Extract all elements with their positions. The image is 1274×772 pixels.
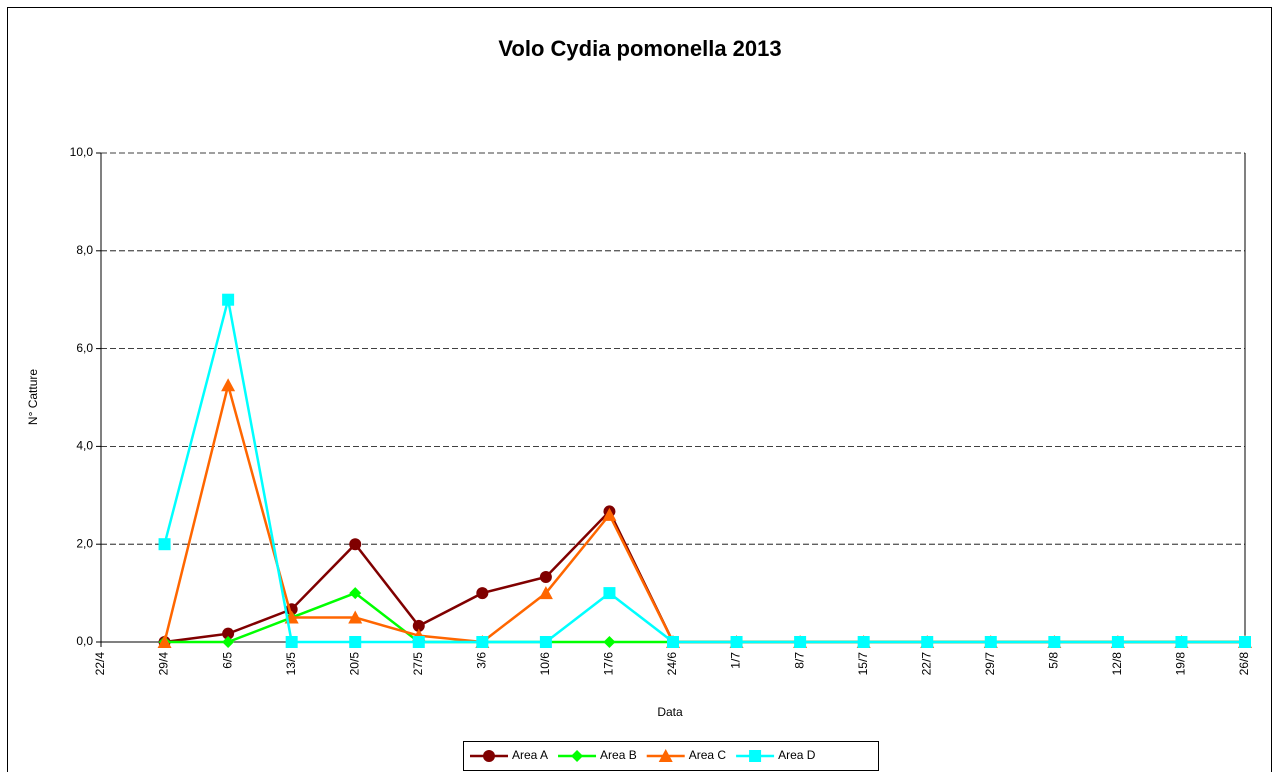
y-tick-label: 6,0: [76, 341, 93, 355]
data-point: [157, 635, 172, 648]
legend-label: Area C: [689, 748, 727, 762]
x-tick-label: 12/8: [1110, 652, 1124, 676]
legend-label: Area D: [778, 748, 816, 762]
data-point: [349, 587, 362, 600]
legend-label: Area A: [512, 748, 548, 762]
data-point: [794, 636, 807, 648]
data-point: [921, 636, 934, 648]
data-point: [222, 636, 235, 648]
data-point: [349, 636, 362, 648]
data-point: [285, 636, 298, 648]
y-tick-label: 8,0: [76, 243, 93, 257]
data-point: [476, 636, 489, 648]
data-point: [412, 636, 425, 648]
data-point: [222, 293, 235, 306]
data-point: [1175, 636, 1188, 648]
data-point: [348, 610, 363, 624]
x-tick-label: 22/4: [93, 652, 107, 676]
data-point: [603, 587, 616, 600]
series-line: [163, 299, 1245, 644]
x-tick-label: 22/7: [919, 652, 933, 676]
x-tick-label: 5/8: [1047, 652, 1061, 669]
chart-frame: [7, 7, 1272, 772]
data-point: [984, 636, 997, 648]
data-point: [538, 586, 553, 600]
x-tick-label: 26/8: [1237, 652, 1251, 676]
x-tick-label: 19/8: [1174, 652, 1188, 676]
legend-marker: [483, 750, 495, 762]
data-point: [539, 570, 552, 583]
data-point: [667, 636, 679, 648]
x-tick-label: 3/6: [475, 652, 489, 669]
data-point: [539, 636, 552, 648]
data-point: [602, 507, 617, 521]
data-point: [222, 627, 235, 640]
data-point: [730, 636, 743, 648]
x-tick-label: 17/6: [602, 652, 616, 676]
x-tick-label: 15/7: [856, 652, 870, 676]
x-tick-label: 1/7: [729, 652, 743, 669]
legend-marker: [658, 749, 673, 762]
x-tick-label: 29/7: [983, 652, 997, 676]
data-point: [476, 587, 489, 600]
data-point: [1239, 636, 1251, 648]
x-tick-label: 24/6: [665, 652, 679, 676]
x-tick-label: 8/7: [792, 652, 806, 669]
data-point: [1111, 636, 1124, 648]
y-tick-label: 0,0: [76, 634, 93, 648]
y-tick-label: 4,0: [76, 439, 93, 453]
data-point: [857, 636, 870, 648]
x-tick-label: 27/5: [411, 652, 425, 676]
y-axis-label: N° Catture: [26, 369, 40, 425]
data-point: [412, 619, 425, 632]
x-axis-label: Data: [657, 705, 683, 719]
x-tick-label: 29/4: [157, 652, 171, 676]
x-tick-label: 10/6: [538, 652, 552, 676]
data-point: [221, 378, 236, 392]
y-tick-label: 2,0: [76, 536, 93, 550]
chart-title: Volo Cydia pomonella 2013: [498, 36, 781, 61]
y-tick-label: 10,0: [70, 145, 94, 159]
legend-label: Area B: [600, 748, 637, 762]
legend: Area A Area B Area C Area D: [463, 741, 879, 771]
data-point: [603, 636, 616, 648]
data-point: [1048, 636, 1061, 648]
data-point: [158, 538, 171, 551]
x-tick-label: 20/5: [347, 652, 361, 676]
x-tick-label: 6/5: [220, 652, 234, 669]
x-tick-label: 13/5: [284, 652, 298, 676]
legend-marker: [571, 750, 584, 762]
data-point: [349, 538, 362, 551]
legend-marker: [749, 750, 762, 762]
